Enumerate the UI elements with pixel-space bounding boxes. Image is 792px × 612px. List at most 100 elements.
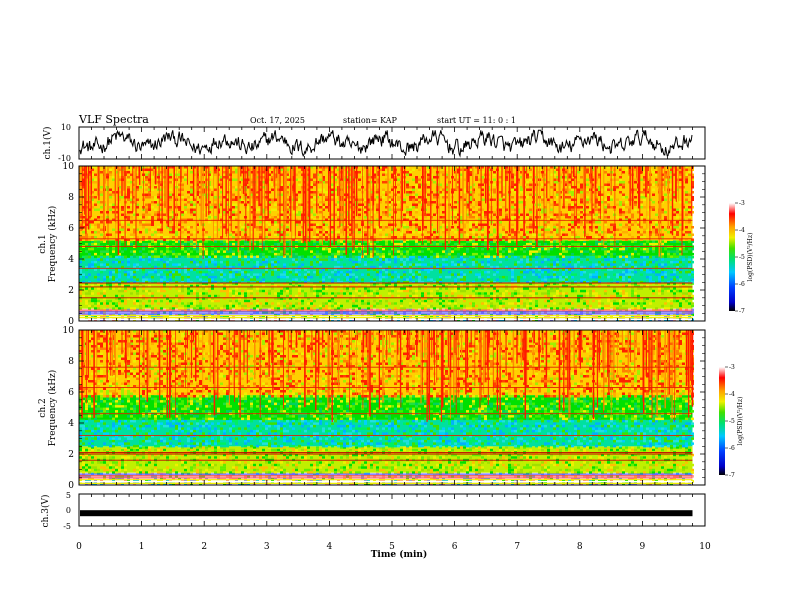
spectrogram-cell [397,289,400,293]
spectrogram-cell [235,292,238,295]
spectrogram-cell [133,292,136,295]
spectrogram-cell [442,250,445,253]
spectrogram-cell [445,260,448,264]
spectrogram-cell [259,181,262,184]
spectrogram-cell [130,278,133,281]
spectrogram-cell [331,304,334,308]
spectrogram-cell [418,302,421,305]
spectrogram-cell [667,307,670,310]
spectrogram-cell [667,265,670,269]
spectrogram-cell [127,226,130,229]
spectrogram-cell [535,252,538,256]
spectrogram-cell [514,247,517,251]
spectrogram-cell [187,191,190,194]
spectrogram-cell [238,263,241,266]
spectrogram-cell [355,265,358,269]
spectrogram-cell [136,284,139,288]
spectrogram-cell [460,242,463,246]
spectrogram-cell [493,307,496,310]
spectrogram-cell [691,313,694,317]
spectrogram-cell [379,265,382,269]
spectrogram-cell [268,263,271,266]
spectrogram-cell [691,280,694,284]
spectrogram-cell [358,302,361,305]
spectrogram-cell [181,278,184,281]
spectrogram-cell [121,236,124,239]
spectrogram-cell [589,313,592,317]
spectrogram-cell [664,304,667,308]
spectrogram-cell [466,265,469,269]
spectrogram-cell [97,255,100,258]
spectrogram-cell [94,178,97,181]
spectrogram-cell [268,289,271,293]
spectrogram-cell [355,247,358,251]
spectrogram-cell [124,284,127,288]
spectrogram-cell [454,255,457,258]
spectrogram-cell [127,270,130,274]
spectrogram-cell [619,242,622,246]
spectrogram-cell [382,240,385,243]
spectrogram-cell [112,178,115,181]
spectrogram-cell [436,313,439,317]
spectrogram-cell [109,270,112,274]
spectrogram-cell [262,289,265,293]
spectrogram-cell [220,193,223,196]
spectrogram-cell [583,287,586,290]
spectrogram-cell [403,270,406,274]
spectrogram-cell [337,252,340,256]
spectrogram-cell [151,223,154,226]
spectrogram-cell [169,275,172,279]
spectrogram-cell [493,252,496,256]
spectrogram-cell [373,304,376,308]
spectrogram-cell [274,247,277,251]
spectrogram-cell [598,260,601,264]
spectrogram-cell [601,247,604,251]
spectrogram-cell [571,287,574,290]
spectrogram-cell [157,255,160,258]
spectrogram-cell [85,250,88,253]
spectrogram-cell [85,268,88,271]
spectrogram-cell [652,265,655,269]
spectrogram-cell [343,287,346,290]
spectrogram-cell [298,297,301,300]
spectrogram-cell [391,275,394,279]
spectrogram-cell [325,240,328,243]
spectrogram-cell [232,268,235,271]
spectrogram-cell [148,242,151,246]
spectrogram-cell [160,289,163,293]
spectrogram-cell [172,252,175,256]
spectrogram-cell [91,260,94,264]
spectrogram-cell [298,263,301,266]
spectrogram-cell [172,275,175,279]
spectrogram-cell [250,273,253,276]
spectrogram-cell [313,299,316,303]
spectrogram-cell [676,247,679,251]
spectrogram-cell [403,297,406,300]
spectrogram-cell [265,287,268,290]
spectrogram-cell [496,278,499,281]
spectrogram-cell [613,284,616,288]
spectrogram-cell [169,258,172,261]
spectrogram-cell [295,302,298,305]
spectrogram-cell [532,294,535,298]
spectrogram-cell [193,242,196,246]
spectrogram-cell [562,307,565,310]
spectrogram-cell [376,250,379,253]
spectrogram-cell [220,226,223,229]
spectrogram-cell [385,275,388,279]
spectrogram-cell [490,263,493,266]
spectrogram-cell [481,265,484,269]
spectrogram-cell [445,275,448,279]
spectrogram-cell [319,304,322,308]
spectrogram-cell [460,280,463,284]
spectrogram-cell [487,258,490,261]
spectrogram-cell [439,275,442,279]
spectrogram-cell [112,168,115,171]
spectrogram-cell [322,275,325,279]
spectrogram-cell [343,278,346,281]
spectrogram-cell [277,297,280,300]
spectrogram-cell [109,221,112,224]
spectrogram-cell [484,282,487,285]
spectrogram-cell [196,263,199,266]
spectrogram-cell [109,188,112,191]
